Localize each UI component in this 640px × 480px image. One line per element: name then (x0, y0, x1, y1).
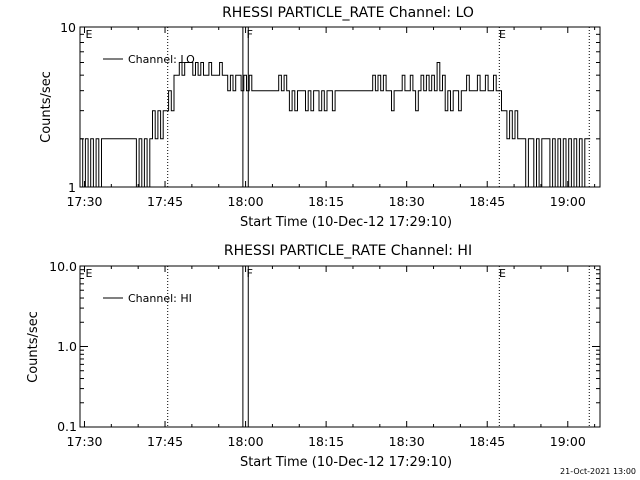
x-tick-label: 18:30 (389, 434, 425, 449)
time-marker-label: E (85, 267, 92, 280)
x-tick-label: 17:30 (66, 194, 102, 209)
x-tick-label: 18:00 (228, 194, 264, 209)
x-tick-label: 18:30 (389, 194, 425, 209)
legend: Channel: LO (103, 53, 195, 66)
x-axis-label: Start Time (10-Dec-12 17:29:10) (240, 215, 452, 230)
x-tick-label: 19:00 (550, 434, 586, 449)
x-tick-label: 18:45 (469, 194, 505, 209)
chart-title: RHESSI PARTICLE_RATE Channel: HI (224, 243, 472, 259)
panel-hi: RHESSI PARTICLE_RATE Channel: HI Counts/… (26, 243, 601, 470)
y-axis-label: Counts/sec (39, 71, 54, 143)
series (80, 62, 591, 188)
x-ticks: 17:30 17:45 18:00 18:15 18:30 18:45 19:00 (66, 265, 600, 449)
time-marker-label: E (499, 267, 506, 280)
time-marker-label: F (247, 28, 253, 41)
vertical-lines (167, 266, 590, 427)
x-ticks: 17:30 17:45 18:00 18:15 18:30 18:45 19:00 (66, 26, 600, 209)
legend-label: Channel: LO (128, 53, 195, 66)
x-tick-label: 18:00 (228, 434, 264, 449)
y-tick-label: 1 (68, 180, 76, 195)
legend-label: Channel: HI (128, 292, 192, 305)
y-tick-label: 0.1 (57, 419, 77, 434)
plot-frame (79, 26, 601, 188)
x-tick-label: 18:15 (308, 194, 344, 209)
y-tick-label: 10.0 (49, 259, 77, 274)
x-axis-label: Start Time (10-Dec-12 17:29:10) (240, 455, 452, 470)
x-tick-label: 17:45 (147, 194, 183, 209)
x-tick-label: 19:00 (550, 194, 586, 209)
footer-date: 21-Oct-2021 13:00 (560, 467, 636, 476)
plot-frame (79, 265, 601, 428)
x-tick-label: 17:45 (147, 434, 183, 449)
x-tick-label: 17:30 (66, 434, 102, 449)
x-tick-label: 18:15 (308, 434, 344, 449)
y-tick-label: 10 (60, 20, 76, 35)
time-marker-label: E (85, 28, 92, 41)
panel-lo: RHESSI PARTICLE_RATE Channel: LO Counts/… (39, 5, 601, 230)
vertical-lines (167, 27, 590, 187)
x-tick-label: 18:45 (469, 434, 505, 449)
y-axis-label: Counts/sec (26, 311, 41, 383)
chart-title: RHESSI PARTICLE_RATE Channel: LO (222, 5, 474, 21)
time-marker-label: F (247, 267, 253, 280)
time-marker-label: E (499, 28, 506, 41)
series-line (80, 62, 591, 188)
y-tick-label: 1.0 (57, 339, 77, 354)
legend: Channel: HI (103, 292, 192, 305)
